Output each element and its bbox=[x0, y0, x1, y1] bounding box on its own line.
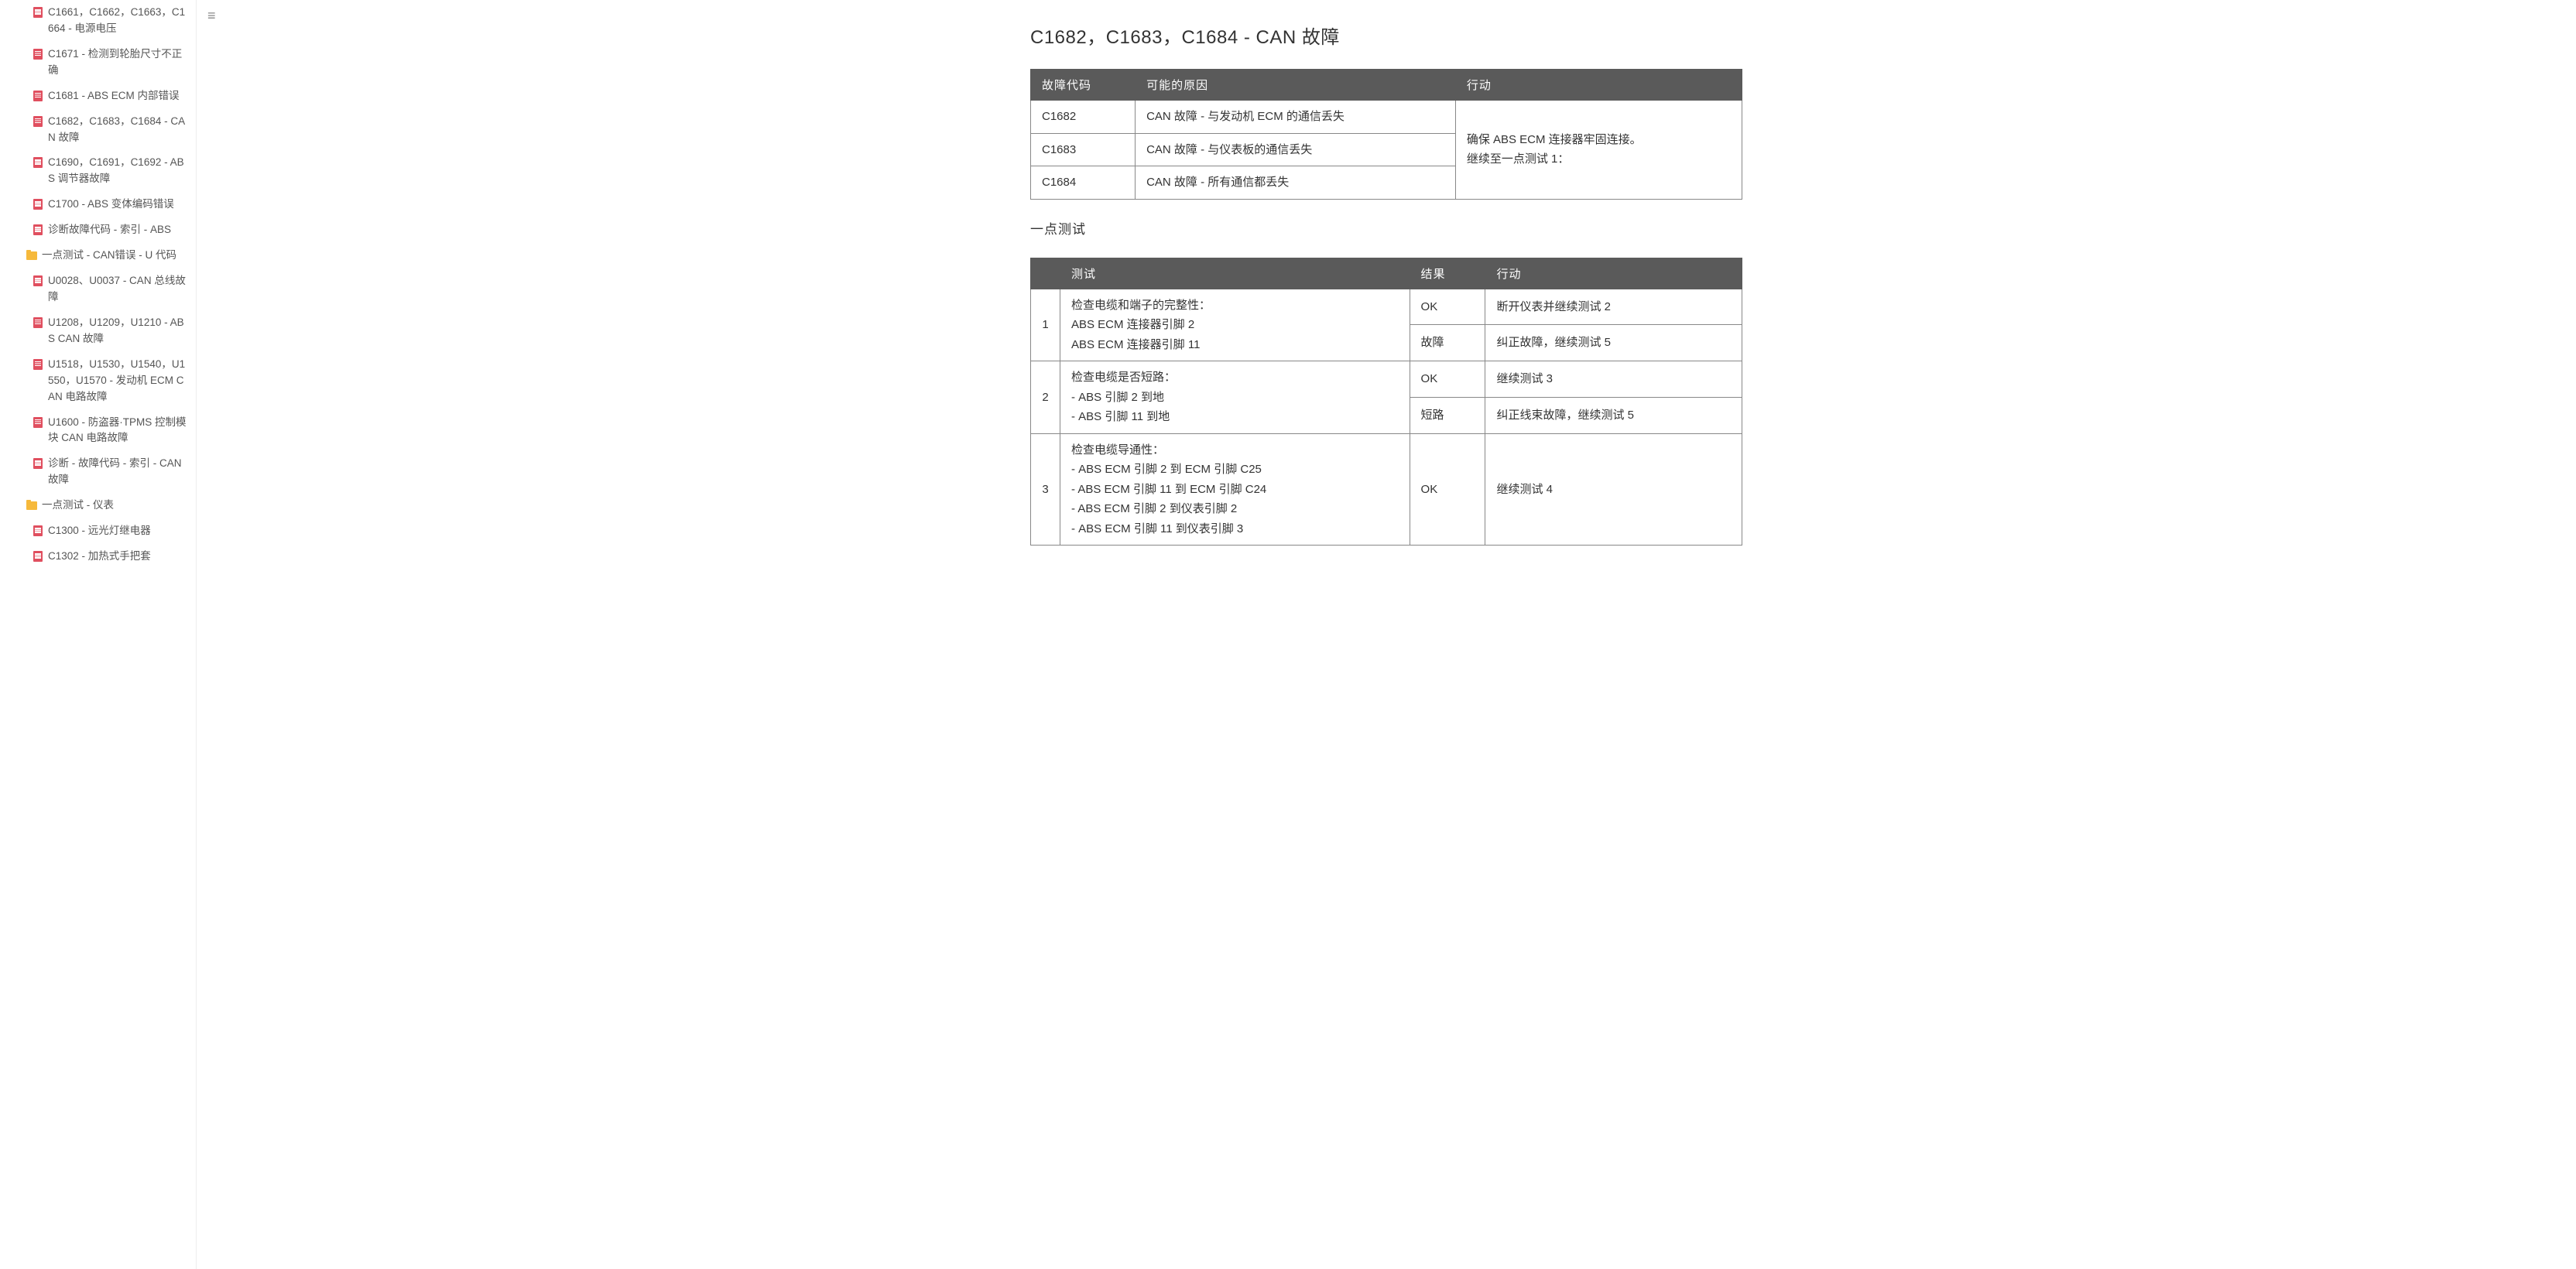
sidebar-item[interactable]: C1682，C1683，C1684 - CAN 故障 bbox=[5, 109, 191, 151]
sidebar-item-label: 诊断故障代码 - 索引 - ABS bbox=[48, 222, 171, 238]
table-cell-num: 2 bbox=[1031, 361, 1060, 434]
sidebar-item-label: 诊断 - 故障代码 - 索引 - CAN 故障 bbox=[48, 456, 188, 488]
menu-toggle-icon[interactable]: ≡ bbox=[207, 8, 216, 24]
table-cell-result: OK bbox=[1410, 433, 1485, 546]
file-icon bbox=[33, 116, 43, 127]
pinpoint-test-table: 测试结果行动1检查电缆和端子的完整性： ABS ECM 连接器引脚 2 ABS … bbox=[1030, 258, 1742, 546]
file-icon bbox=[33, 224, 43, 235]
sidebar-folder[interactable]: 一点测试 - CAN错误 - U 代码 bbox=[5, 243, 191, 269]
file-icon bbox=[33, 417, 43, 428]
table-cell: CAN 故障 - 与发动机 ECM 的通信丢失 bbox=[1136, 101, 1456, 134]
file-icon bbox=[33, 458, 43, 469]
sidebar-nav: C1661，C1662，C1663，C1664 - 电源电压 C1671 - 检测… bbox=[0, 0, 197, 1269]
file-icon bbox=[33, 275, 43, 286]
table-cell: CAN 故障 - 所有通信都丢失 bbox=[1136, 166, 1456, 200]
sidebar-item-label: C1661，C1662，C1663，C1664 - 电源电压 bbox=[48, 5, 188, 37]
file-icon bbox=[33, 49, 43, 60]
file-icon bbox=[33, 7, 43, 18]
table-cell-action: 断开仪表并继续测试 2 bbox=[1485, 289, 1742, 325]
table-cell-result: 故障 bbox=[1410, 325, 1485, 361]
main-content: ≡ C1682，C1683，C1684 - CAN 故障 故障代码可能的原因行动… bbox=[197, 0, 2576, 1269]
sidebar-item[interactable]: C1671 - 检测到轮胎尺寸不正确 bbox=[5, 42, 191, 84]
table-cell-action: 纠正故障，继续测试 5 bbox=[1485, 325, 1742, 361]
table-cell: CAN 故障 - 与仪表板的通信丢失 bbox=[1136, 133, 1456, 166]
table-cell-test: 检查电缆和端子的完整性： ABS ECM 连接器引脚 2 ABS ECM 连接器… bbox=[1060, 289, 1410, 361]
table-cell-result: 短路 bbox=[1410, 397, 1485, 433]
table-cell-action: 继续测试 4 bbox=[1485, 433, 1742, 546]
sidebar-item[interactable]: C1681 - ABS ECM 内部错误 bbox=[5, 84, 191, 109]
table-header: 结果 bbox=[1410, 258, 1485, 289]
table-row: C1682CAN 故障 - 与发动机 ECM 的通信丢失确保 ABS ECM 连… bbox=[1031, 101, 1742, 134]
sidebar-item-label: 一点测试 - CAN错误 - U 代码 bbox=[42, 248, 176, 264]
sidebar-item-label: U1600 - 防盗器·TPMS 控制模块 CAN 电路故障 bbox=[48, 415, 188, 447]
sidebar-item-label: U0028、U0037 - CAN 总线故障 bbox=[48, 273, 188, 306]
sidebar-item-label: U1208，U1209，U1210 - ABS CAN 故障 bbox=[48, 315, 188, 347]
table-row: 3检查电缆导通性： - ABS ECM 引脚 2 到 ECM 引脚 C25 - … bbox=[1031, 433, 1742, 546]
sidebar-item[interactable]: C1690，C1691，C1692 - ABS 调节器故障 bbox=[5, 150, 191, 192]
sidebar-item[interactable]: C1661，C1662，C1663，C1664 - 电源电压 bbox=[5, 0, 191, 42]
table-cell-action: 确保 ABS ECM 连接器牢固连接。 继续至一点测试 1： bbox=[1455, 101, 1742, 200]
table-header: 故障代码 bbox=[1031, 70, 1136, 101]
table-header: 行动 bbox=[1455, 70, 1742, 101]
table-row: 2检查电缆是否短路： - ABS 引脚 2 到地 - ABS 引脚 11 到地O… bbox=[1031, 361, 1742, 398]
page-title: C1682，C1683，C1684 - CAN 故障 bbox=[1030, 22, 1742, 49]
sidebar-item[interactable]: C1302 - 加热式手把套 bbox=[5, 544, 191, 570]
sidebar-folder[interactable]: 一点测试 - 仪表 bbox=[5, 493, 191, 518]
table-row: 1检查电缆和端子的完整性： ABS ECM 连接器引脚 2 ABS ECM 连接… bbox=[1031, 289, 1742, 325]
folder-icon bbox=[26, 500, 37, 511]
table-cell: C1682 bbox=[1031, 101, 1136, 134]
sidebar-item-label: C1700 - ABS 变体编码错误 bbox=[48, 197, 174, 213]
file-icon bbox=[33, 157, 43, 168]
sidebar-item[interactable]: C1700 - ABS 变体编码错误 bbox=[5, 192, 191, 217]
sidebar-item-label: C1302 - 加热式手把套 bbox=[48, 549, 151, 565]
sidebar-item[interactable]: U0028、U0037 - CAN 总线故障 bbox=[5, 269, 191, 310]
table-header bbox=[1031, 258, 1060, 289]
file-icon bbox=[33, 525, 43, 536]
table-header: 行动 bbox=[1485, 258, 1742, 289]
file-icon bbox=[33, 551, 43, 562]
table-cell-result: OK bbox=[1410, 289, 1485, 325]
sidebar-item[interactable]: U1208，U1209，U1210 - ABS CAN 故障 bbox=[5, 310, 191, 352]
sidebar-item-label: C1671 - 检测到轮胎尺寸不正确 bbox=[48, 46, 188, 79]
folder-icon bbox=[26, 250, 37, 261]
fault-code-table: 故障代码可能的原因行动C1682CAN 故障 - 与发动机 ECM 的通信丢失确… bbox=[1030, 69, 1742, 200]
sidebar-item-label: U1518，U1530，U1540，U1550，U1570 - 发动机 ECM … bbox=[48, 357, 188, 405]
sidebar-item-label: C1300 - 远光灯继电器 bbox=[48, 523, 151, 539]
table-header: 可能的原因 bbox=[1136, 70, 1456, 101]
table-cell-action: 纠正线束故障，继续测试 5 bbox=[1485, 397, 1742, 433]
file-icon bbox=[33, 199, 43, 210]
table-cell: C1684 bbox=[1031, 166, 1136, 200]
table-cell-action: 继续测试 3 bbox=[1485, 361, 1742, 398]
file-icon bbox=[33, 359, 43, 370]
table-cell-num: 3 bbox=[1031, 433, 1060, 546]
sidebar-item-label: C1681 - ABS ECM 内部错误 bbox=[48, 88, 180, 104]
file-icon bbox=[33, 91, 43, 101]
sidebar-item[interactable]: 诊断故障代码 - 索引 - ABS bbox=[5, 217, 191, 243]
sidebar-item[interactable]: C1300 - 远光灯继电器 bbox=[5, 518, 191, 544]
table-cell: C1683 bbox=[1031, 133, 1136, 166]
sidebar-item[interactable]: U1600 - 防盗器·TPMS 控制模块 CAN 电路故障 bbox=[5, 410, 191, 452]
sidebar-item[interactable]: 诊断 - 故障代码 - 索引 - CAN 故障 bbox=[5, 451, 191, 493]
table-cell-test: 检查电缆是否短路： - ABS 引脚 2 到地 - ABS 引脚 11 到地 bbox=[1060, 361, 1410, 434]
table-header: 测试 bbox=[1060, 258, 1410, 289]
table-cell-test: 检查电缆导通性： - ABS ECM 引脚 2 到 ECM 引脚 C25 - A… bbox=[1060, 433, 1410, 546]
section-heading: 一点测试 bbox=[1030, 218, 1742, 238]
file-icon bbox=[33, 317, 43, 328]
sidebar-item-label: C1682，C1683，C1684 - CAN 故障 bbox=[48, 114, 188, 146]
sidebar-item-label: C1690，C1691，C1692 - ABS 调节器故障 bbox=[48, 155, 188, 187]
table-cell-num: 1 bbox=[1031, 289, 1060, 361]
sidebar-item[interactable]: U1518，U1530，U1540，U1550，U1570 - 发动机 ECM … bbox=[5, 352, 191, 410]
table-cell-result: OK bbox=[1410, 361, 1485, 398]
sidebar-item-label: 一点测试 - 仪表 bbox=[42, 498, 114, 514]
